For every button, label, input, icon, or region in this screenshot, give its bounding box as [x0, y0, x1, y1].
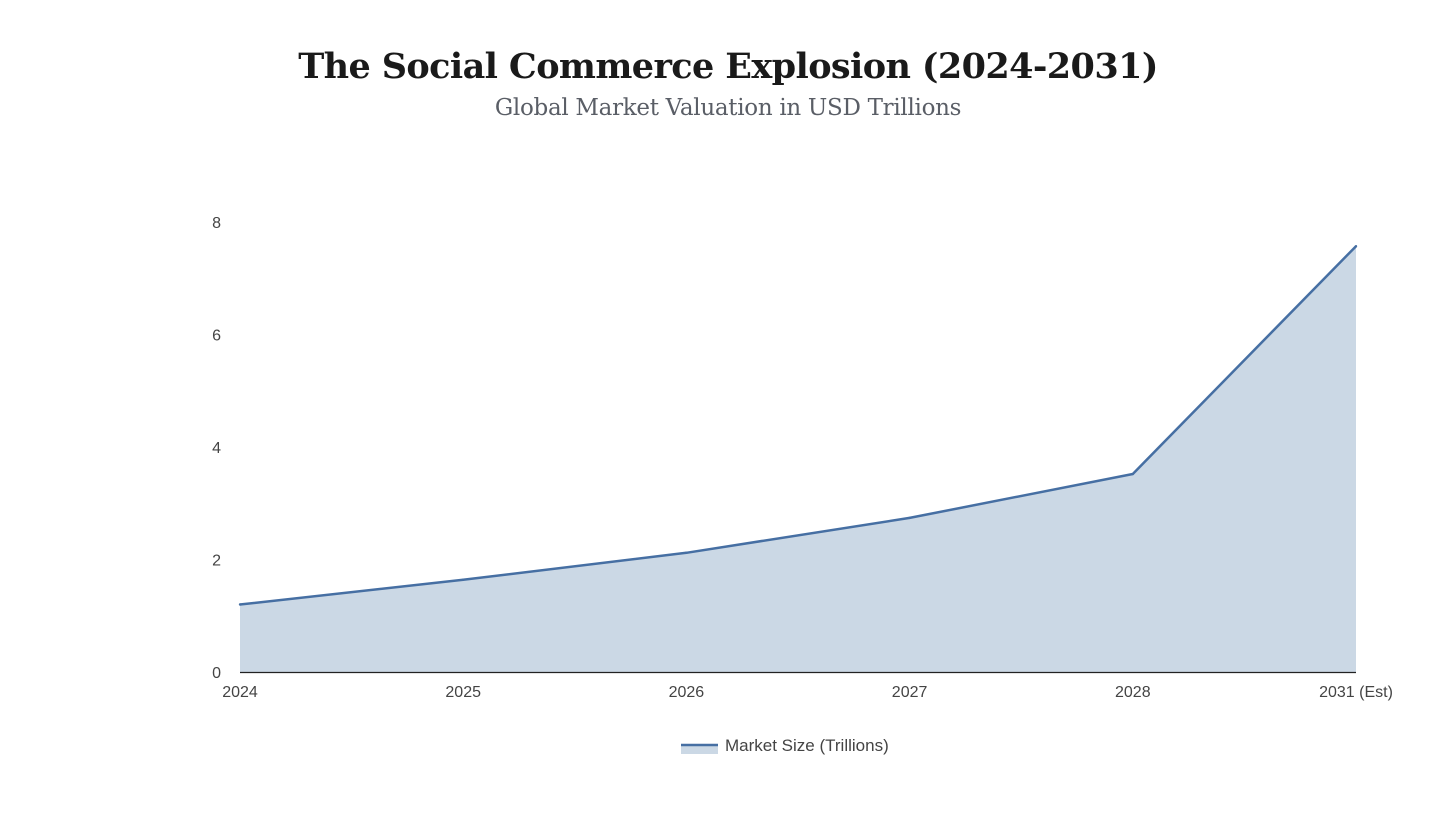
data-point-2028: [1131, 472, 1135, 476]
series-line: [239, 245, 1357, 606]
x-axis-ticks: 2024 2025 2026 2027 2028 2031 (Est): [222, 684, 1393, 701]
chart-subtitle: Global Market Valuation in USD Trillions: [494, 95, 962, 121]
y-tick-label: 0: [212, 665, 221, 682]
legend-swatch-fill: [681, 744, 718, 754]
y-tick-label: 2: [212, 553, 221, 570]
y-axis-ticks: 0 2 4 6 8: [212, 215, 221, 682]
x-tick-label: 2024: [222, 684, 258, 701]
data-point-2025: [462, 578, 465, 581]
legend: Market Size (Trillions): [681, 736, 889, 755]
y-tick-label: 6: [212, 328, 221, 345]
y-tick-label: 8: [212, 215, 221, 232]
legend-label: Market Size (Trillions): [725, 736, 889, 755]
x-tick-label: 2026: [669, 684, 705, 701]
series-area-fill: [240, 246, 1356, 672]
y-tick-label: 4: [212, 440, 221, 457]
data-point-2024: [238, 603, 242, 606]
x-tick-label: 2027: [892, 684, 928, 701]
x-tick-label: 2028: [1115, 684, 1151, 701]
x-tick-label: 2025: [445, 684, 481, 701]
x-tick-label: 2031 (Est): [1319, 684, 1393, 701]
chart-title: The Social Commerce Explosion (2024-2031…: [298, 46, 1158, 87]
data-point-2027: [908, 516, 911, 520]
data-point-2026: [685, 551, 688, 554]
data-point-2031-est: [1354, 244, 1358, 248]
